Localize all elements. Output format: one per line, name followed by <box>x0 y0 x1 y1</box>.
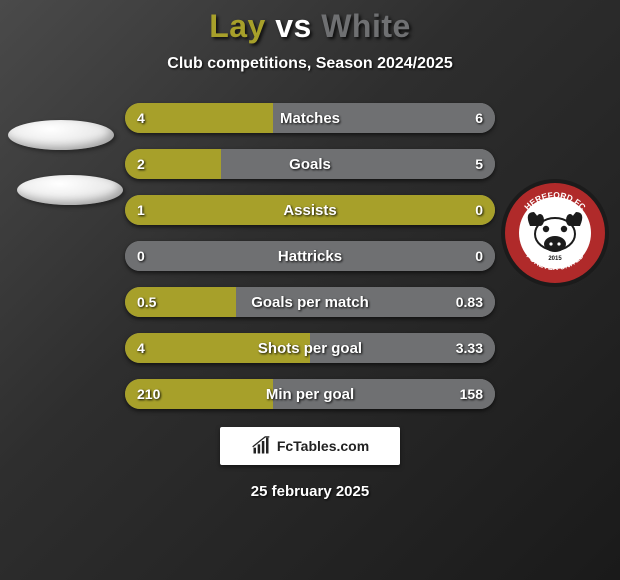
player1-badge-top <box>8 120 114 150</box>
comparison-card: Lay vs White Club competitions, Season 2… <box>0 0 620 580</box>
club-logo-svg: HEREFORD FC FOREVER UNITED 2015 <box>500 178 610 288</box>
date: 25 february 2025 <box>0 483 620 500</box>
bar-fill-left <box>125 379 273 409</box>
bar-row: 210158Min per goal <box>125 379 495 409</box>
footer-site: FcTables.com <box>277 438 369 454</box>
bar-fill-right <box>310 333 495 363</box>
bar-fill-left <box>125 149 221 179</box>
subtitle: Club competitions, Season 2024/2025 <box>0 55 620 73</box>
bar-row: 43.33Shots per goal <box>125 333 495 363</box>
footer-badge[interactable]: FcTables.com <box>220 427 400 465</box>
title-player2: White <box>321 8 411 44</box>
bar-fill-right <box>273 379 495 409</box>
logo-year: 2015 <box>548 256 562 262</box>
bar-fill-left <box>125 103 273 133</box>
title-player1: Lay <box>209 8 266 44</box>
club-logo: HEREFORD FC FOREVER UNITED 2015 <box>500 178 610 288</box>
bar-fill-right <box>236 287 495 317</box>
bar-fill-right <box>125 241 495 271</box>
bar-row: 10Assists <box>125 195 495 225</box>
bar-fill-left <box>125 195 495 225</box>
bar-fill-left <box>125 333 310 363</box>
bar-fill-right <box>221 149 495 179</box>
comparison-bars: 46Matches 25Goals 10Assists 00Hattricks 0.50… <box>125 103 495 409</box>
chart-icon <box>251 436 271 456</box>
bar-fill-left <box>125 287 236 317</box>
page-title: Lay vs White <box>0 8 620 45</box>
bar-fill-right <box>273 103 495 133</box>
bar-row: 46Matches <box>125 103 495 133</box>
title-vs: vs <box>275 8 312 44</box>
bar-row: 0.50.83Goals per match <box>125 287 495 317</box>
bar-row: 00Hattricks <box>125 241 495 271</box>
player1-badge-bottom <box>17 175 123 205</box>
bar-row: 25Goals <box>125 149 495 179</box>
